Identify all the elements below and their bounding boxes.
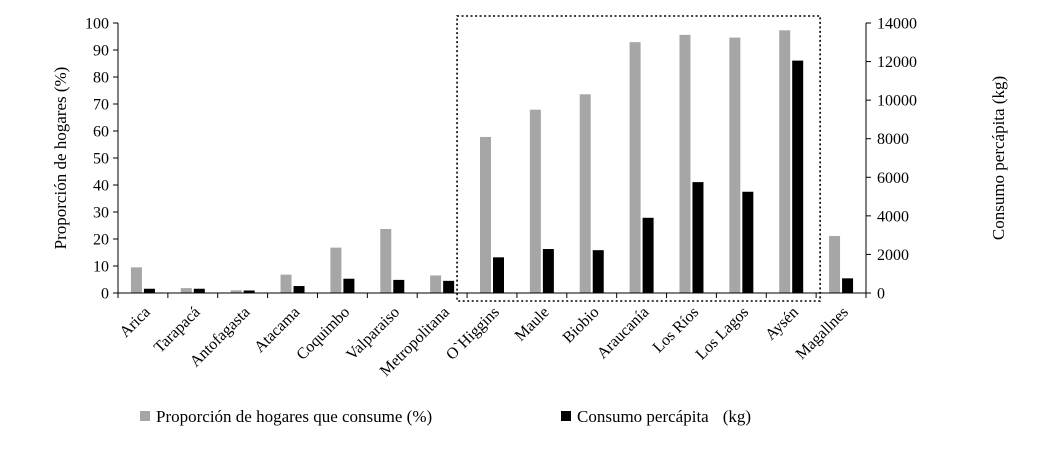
right-tick-label: 14000: [877, 16, 917, 33]
axes: [117, 23, 867, 298]
left-tick-label: 0: [101, 286, 109, 303]
bar-consumption-8: [542, 249, 554, 293]
bar-consumption-7: [493, 257, 504, 293]
bar-proportion-3: [280, 274, 292, 293]
left-axis-ticks: 0 10 20 30 40 50 60 70 80 90 100: [85, 16, 118, 303]
highlight-box: [456, 15, 821, 302]
left-tick-label: 40: [93, 178, 109, 195]
category-label: O`Higgins: [443, 304, 503, 364]
right-tick-label: 8000: [877, 131, 909, 148]
bar-consumption-0: [143, 288, 155, 293]
right-axis-title: Consumo percápita (kg): [989, 76, 1008, 240]
bar-consumption-14: [842, 278, 854, 293]
bar-proportion-7: [480, 136, 491, 293]
bar-consumption-1: [193, 288, 205, 293]
bar-consumption-4: [343, 278, 355, 293]
right-axis-ticks: 0 2000 4000 6000 8000 10000 12000 14000: [866, 16, 917, 303]
left-tick-label: 90: [93, 43, 109, 60]
bar-proportion-9: [579, 94, 591, 293]
category-label: Maule: [512, 304, 553, 345]
bar-consumption-6: [443, 280, 455, 293]
category-label: Biobio: [560, 304, 603, 347]
bar-consumption-5: [393, 279, 405, 293]
right-tick-label: 12000: [877, 54, 917, 71]
left-tick-label: 20: [93, 232, 109, 249]
bar-proportion-11: [679, 34, 691, 293]
bar-proportion-4: [330, 247, 342, 293]
legend: Proporción de hogares que consume (%) Co…: [140, 407, 751, 426]
right-tick-label: 2000: [877, 247, 909, 264]
bar-proportion-2: [230, 290, 242, 293]
left-axis-title: Proporción de hogares (%): [51, 67, 70, 250]
legend-swatch-consumption: [561, 411, 571, 421]
category-label: Araucanía: [594, 304, 653, 363]
legend-label-consumption-unit: (kg): [723, 407, 751, 426]
left-tick-label: 70: [93, 97, 109, 114]
bar-consumption-13: [792, 60, 804, 293]
bar-proportion-8: [529, 109, 541, 293]
left-tick-label: 10: [93, 259, 109, 276]
bar-proportion-12: [729, 37, 741, 293]
right-tick-label: 6000: [877, 170, 909, 187]
legend-label-consumption-name: Consumo percápita: [577, 407, 709, 426]
left-tick-label: 30: [93, 205, 109, 222]
category-label: Aysén: [762, 304, 802, 344]
left-tick-label: 60: [93, 124, 109, 141]
legend-label-consumption: Consumo percápita (kg): [577, 407, 751, 426]
bar-proportion-0: [130, 267, 142, 293]
bar-consumption-9: [592, 250, 604, 293]
bar-proportion-1: [180, 288, 192, 293]
left-tick-label: 100: [85, 16, 109, 33]
bar-proportion-14: [829, 236, 841, 293]
right-tick-label: 0: [877, 286, 885, 303]
bar-proportion-13: [779, 30, 791, 293]
bar-consumption-10: [642, 217, 654, 293]
bar-consumption-2: [243, 290, 255, 293]
bar-proportion-10: [629, 42, 641, 293]
category-label: Arica: [117, 304, 154, 341]
bars: [130, 30, 854, 293]
bar-proportion-6: [430, 275, 442, 293]
bar-consumption-3: [293, 286, 305, 293]
category-label: Los Lagos: [693, 304, 752, 363]
bar-consumption-11: [692, 182, 704, 293]
left-tick-label: 50: [93, 151, 109, 168]
left-tick-label: 80: [93, 70, 109, 87]
bar-consumption-12: [742, 191, 754, 293]
right-tick-label: 10000: [877, 93, 917, 110]
category-label: Magallnes: [793, 304, 852, 363]
legend-label-proportion: Proporción de hogares que consume (%): [156, 407, 432, 426]
legend-swatch-proportion: [140, 411, 150, 421]
category-label: Coquimbo: [293, 304, 353, 364]
bar-proportion-5: [380, 229, 392, 293]
category-labels: AricaTarapacáAntofagastaAtacamaCoquimboV…: [117, 304, 852, 380]
right-tick-label: 4000: [877, 208, 909, 225]
